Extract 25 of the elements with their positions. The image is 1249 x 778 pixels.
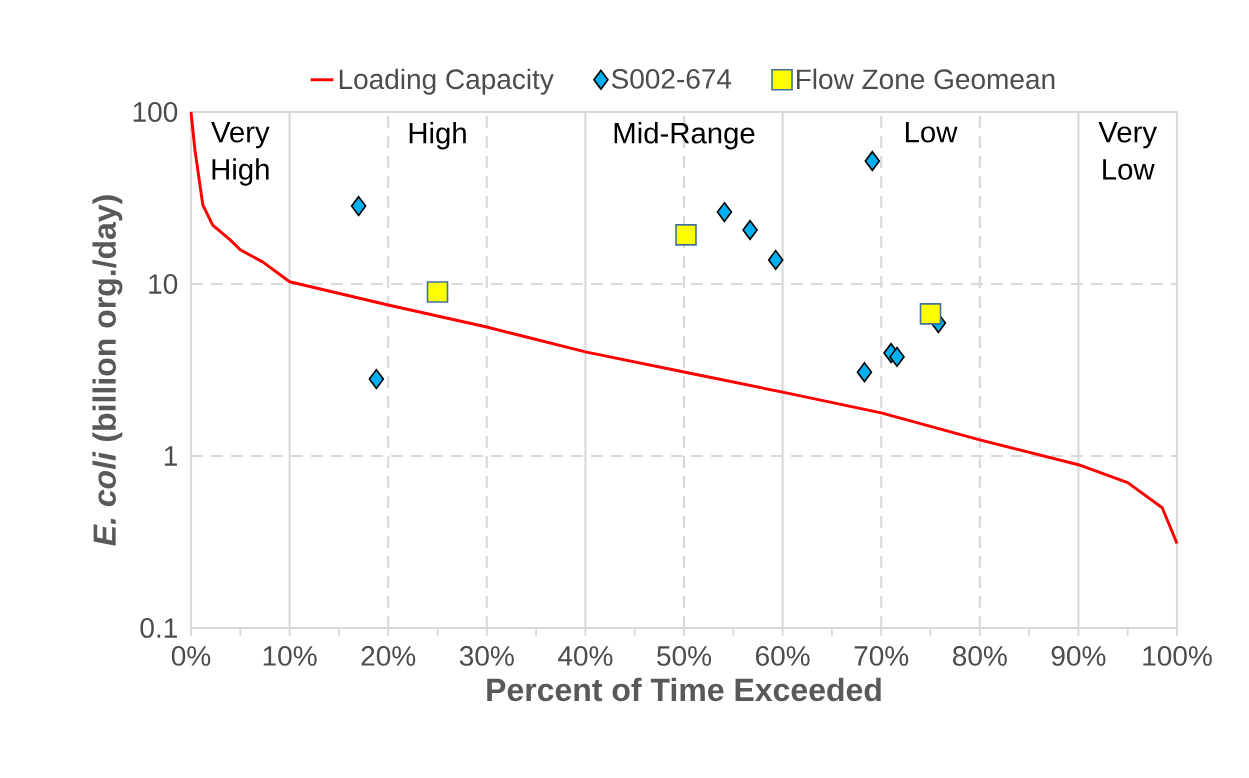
x-tick-label: 80% xyxy=(953,646,1007,666)
y-axis-title: E. coli (billion org./day) xyxy=(92,195,123,546)
annotation: Very High xyxy=(211,122,270,186)
x-tick-label: 50% xyxy=(657,646,712,666)
x-axis-title: Percent of Time Exceeded xyxy=(487,677,881,702)
legend-label: Flow Zone Geomean xyxy=(796,68,1055,90)
x-tick-label: 70% xyxy=(854,646,909,666)
x-tick-label: 100% xyxy=(1143,646,1212,666)
x-tick-label: 60% xyxy=(756,646,810,666)
y-tick-label: 100 xyxy=(133,102,178,122)
legend-label: S002-674 xyxy=(611,68,732,89)
x-tick-label: 0% xyxy=(171,646,211,666)
y-tick-label: 0.1 xyxy=(140,618,177,638)
x-tick-label: 30% xyxy=(459,646,514,666)
annotation: High xyxy=(409,122,466,150)
y-tick-label: 1 xyxy=(164,446,177,466)
annotation: Mid-Range xyxy=(614,122,755,150)
x-tick-label: 40% xyxy=(558,646,613,666)
legend-label: Loading Capacity xyxy=(339,68,554,95)
x-tick-label: 20% xyxy=(361,646,416,666)
annotation: Very Low xyxy=(1098,122,1158,180)
y-tick-label: 10 xyxy=(149,274,178,294)
x-tick-label: 90% xyxy=(1051,646,1106,666)
annotation: Low xyxy=(906,122,958,143)
x-tick-label: 10% xyxy=(263,646,317,666)
